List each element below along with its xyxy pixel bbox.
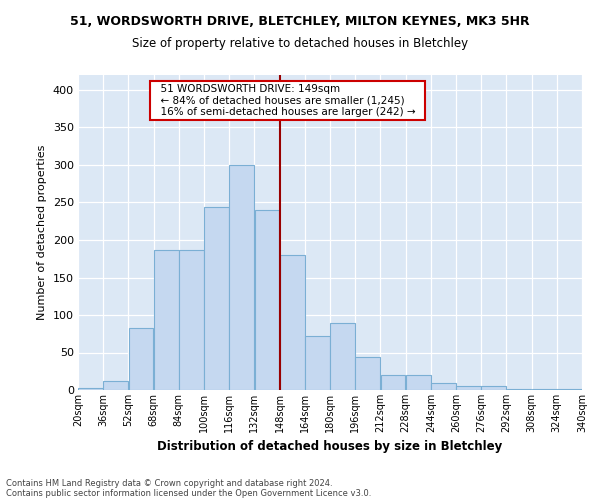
Bar [103, 381, 128, 390]
Text: Contains public sector information licensed under the Open Government Licence v3: Contains public sector information licen… [6, 488, 371, 498]
Bar [154, 250, 179, 390]
Bar [506, 388, 532, 390]
Bar [280, 255, 305, 390]
Bar [330, 322, 355, 390]
Bar [204, 207, 229, 390]
Bar [128, 328, 154, 390]
Bar [305, 336, 330, 390]
Text: 51 WORDSWORTH DRIVE: 149sqm
  ← 84% of detached houses are smaller (1,245)
  16%: 51 WORDSWORTH DRIVE: 149sqm ← 84% of det… [154, 84, 422, 117]
Text: Contains HM Land Registry data © Crown copyright and database right 2024.: Contains HM Land Registry data © Crown c… [6, 478, 332, 488]
Bar [229, 165, 254, 390]
Bar [78, 388, 103, 390]
Bar [532, 389, 557, 390]
Bar [431, 382, 456, 390]
Bar [481, 386, 506, 390]
Bar [557, 389, 582, 390]
X-axis label: Distribution of detached houses by size in Bletchley: Distribution of detached houses by size … [157, 440, 503, 454]
Bar [380, 375, 406, 390]
Bar [254, 210, 280, 390]
Text: 51, WORDSWORTH DRIVE, BLETCHLEY, MILTON KEYNES, MK3 5HR: 51, WORDSWORTH DRIVE, BLETCHLEY, MILTON … [70, 15, 530, 28]
Bar [355, 357, 380, 390]
Y-axis label: Number of detached properties: Number of detached properties [37, 145, 47, 320]
Bar [179, 250, 204, 390]
Bar [406, 375, 431, 390]
Text: Size of property relative to detached houses in Bletchley: Size of property relative to detached ho… [132, 38, 468, 51]
Bar [456, 386, 481, 390]
